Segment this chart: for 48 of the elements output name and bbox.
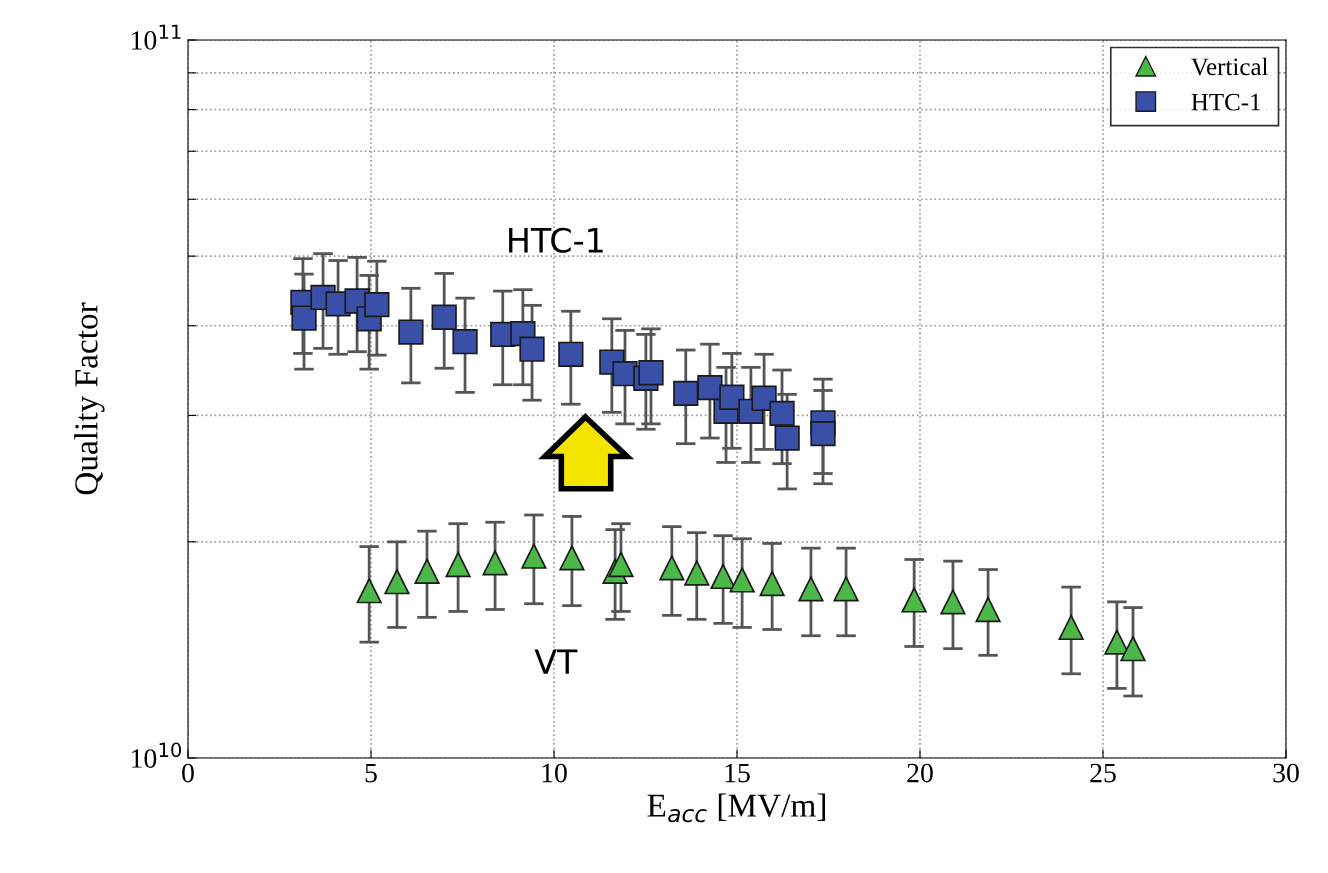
- point: [833, 576, 859, 602]
- point: [774, 425, 800, 451]
- annotation: VT: [534, 649, 578, 674]
- point: [364, 291, 390, 318]
- point: [558, 341, 584, 367]
- point: [384, 569, 410, 595]
- point: [975, 596, 1001, 623]
- point: [1058, 614, 1084, 641]
- point: [414, 558, 440, 584]
- point: [810, 420, 836, 447]
- point: [638, 360, 664, 386]
- point: [798, 576, 824, 602]
- point: [452, 329, 478, 355]
- y-tick-label: 10$^{11}$: [131, 24, 181, 50]
- point: [729, 567, 755, 593]
- x-axis-title: E$_{acc}$ [MV/m]: [647, 793, 826, 823]
- point: [710, 563, 736, 590]
- point: [1120, 636, 1146, 662]
- point: [769, 400, 795, 426]
- point: [759, 570, 785, 597]
- point: [697, 374, 723, 401]
- point: [482, 550, 508, 576]
- point: [684, 560, 710, 586]
- point: [608, 551, 634, 578]
- point: [940, 589, 966, 615]
- point: [659, 555, 685, 581]
- y-axis-title: Quality Factor: [74, 302, 105, 495]
- point: [431, 304, 457, 330]
- y-tick-label: 10$^{10}$: [131, 742, 182, 768]
- point: [521, 543, 547, 569]
- x-tick-label: 20: [907, 763, 933, 783]
- annotation: HTC-1: [509, 227, 603, 253]
- x-tick-label: 5: [365, 763, 377, 783]
- point: [398, 319, 424, 345]
- x-tick-label: 30: [1273, 763, 1299, 783]
- x-tick-label: 10: [542, 763, 567, 783]
- point: [559, 545, 585, 571]
- point: [356, 578, 382, 604]
- point: [519, 336, 545, 362]
- point: [291, 305, 317, 331]
- legend-label: Vertical: [1191, 57, 1268, 76]
- x-tick-label: 15: [725, 763, 750, 783]
- point: [445, 551, 471, 578]
- x-tick-label: 25: [1090, 763, 1116, 783]
- point: [673, 380, 699, 407]
- x-tick-label: 0: [182, 763, 194, 783]
- legend-label: HTC-1: [1191, 93, 1261, 111]
- point: [901, 587, 927, 613]
